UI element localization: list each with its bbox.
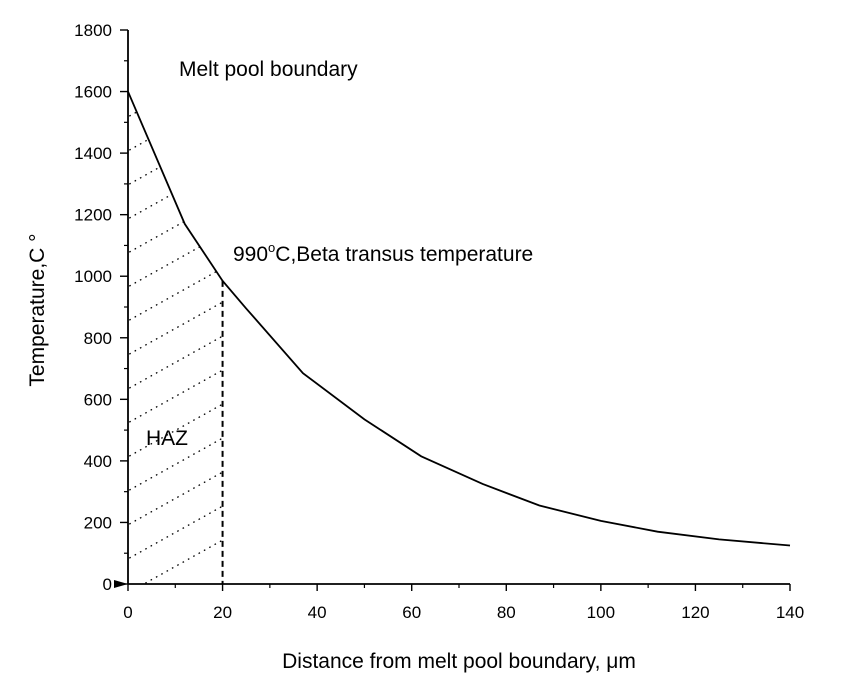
y-axis-ticks: 0 200 400 600 800 1000 1200 1400 1600 1800	[74, 21, 128, 594]
temperature-line	[127, 91, 791, 547]
hatch-line	[128, 426, 223, 503]
hatch-line	[128, 324, 223, 401]
hatch-line	[128, 528, 223, 585]
x-tick-label: 20	[213, 603, 232, 622]
transus-value: 990	[233, 243, 268, 266]
hatch-line	[128, 358, 223, 435]
hatch-line	[108, 0, 243, 26]
x-tick-label: 0	[123, 603, 132, 622]
beta-transus-annotation: 990oC,Beta transus temperature	[233, 240, 533, 266]
transus-degree: o	[268, 240, 275, 255]
hatch-line	[128, 91, 223, 129]
temperature-series	[127, 91, 791, 547]
transus-text: C,Beta transus temperature	[275, 243, 533, 266]
x-tick-label: 80	[497, 603, 516, 622]
hatch-line	[128, 392, 223, 469]
y-tick-label: 1400	[74, 144, 112, 163]
hatch-line	[128, 290, 223, 367]
x-tick-label: 100	[587, 603, 615, 622]
y-tick-label: 600	[84, 390, 112, 409]
y-tick-label: 1800	[74, 21, 112, 40]
y-tick-label: 200	[84, 513, 112, 532]
x-tick-label: 120	[681, 603, 709, 622]
x-tick-label: 140	[776, 603, 804, 622]
haz-label: HAZ	[146, 427, 188, 450]
y-tick-label: 0	[103, 575, 112, 594]
hatch-line	[128, 494, 223, 571]
axes	[114, 30, 790, 588]
x-tick-label: 40	[308, 603, 327, 622]
melt-pool-annotation: Melt pool boundary	[179, 58, 358, 81]
x-axis-title: Distance from melt pool boundary, μm	[282, 650, 636, 673]
y-axis-title: Temperature,C °	[26, 233, 49, 386]
x-tick-label: 60	[402, 603, 421, 622]
y-tick-label: 1200	[74, 206, 112, 225]
x-axis-ticks: 0 20 40 60 80 100 120 140	[123, 584, 804, 622]
hatch-line	[128, 460, 223, 537]
y-tick-label: 400	[84, 452, 112, 471]
y-tick-label: 800	[84, 329, 112, 348]
y-tick-label: 1600	[74, 83, 112, 102]
y-tick-label: 1000	[74, 267, 112, 286]
